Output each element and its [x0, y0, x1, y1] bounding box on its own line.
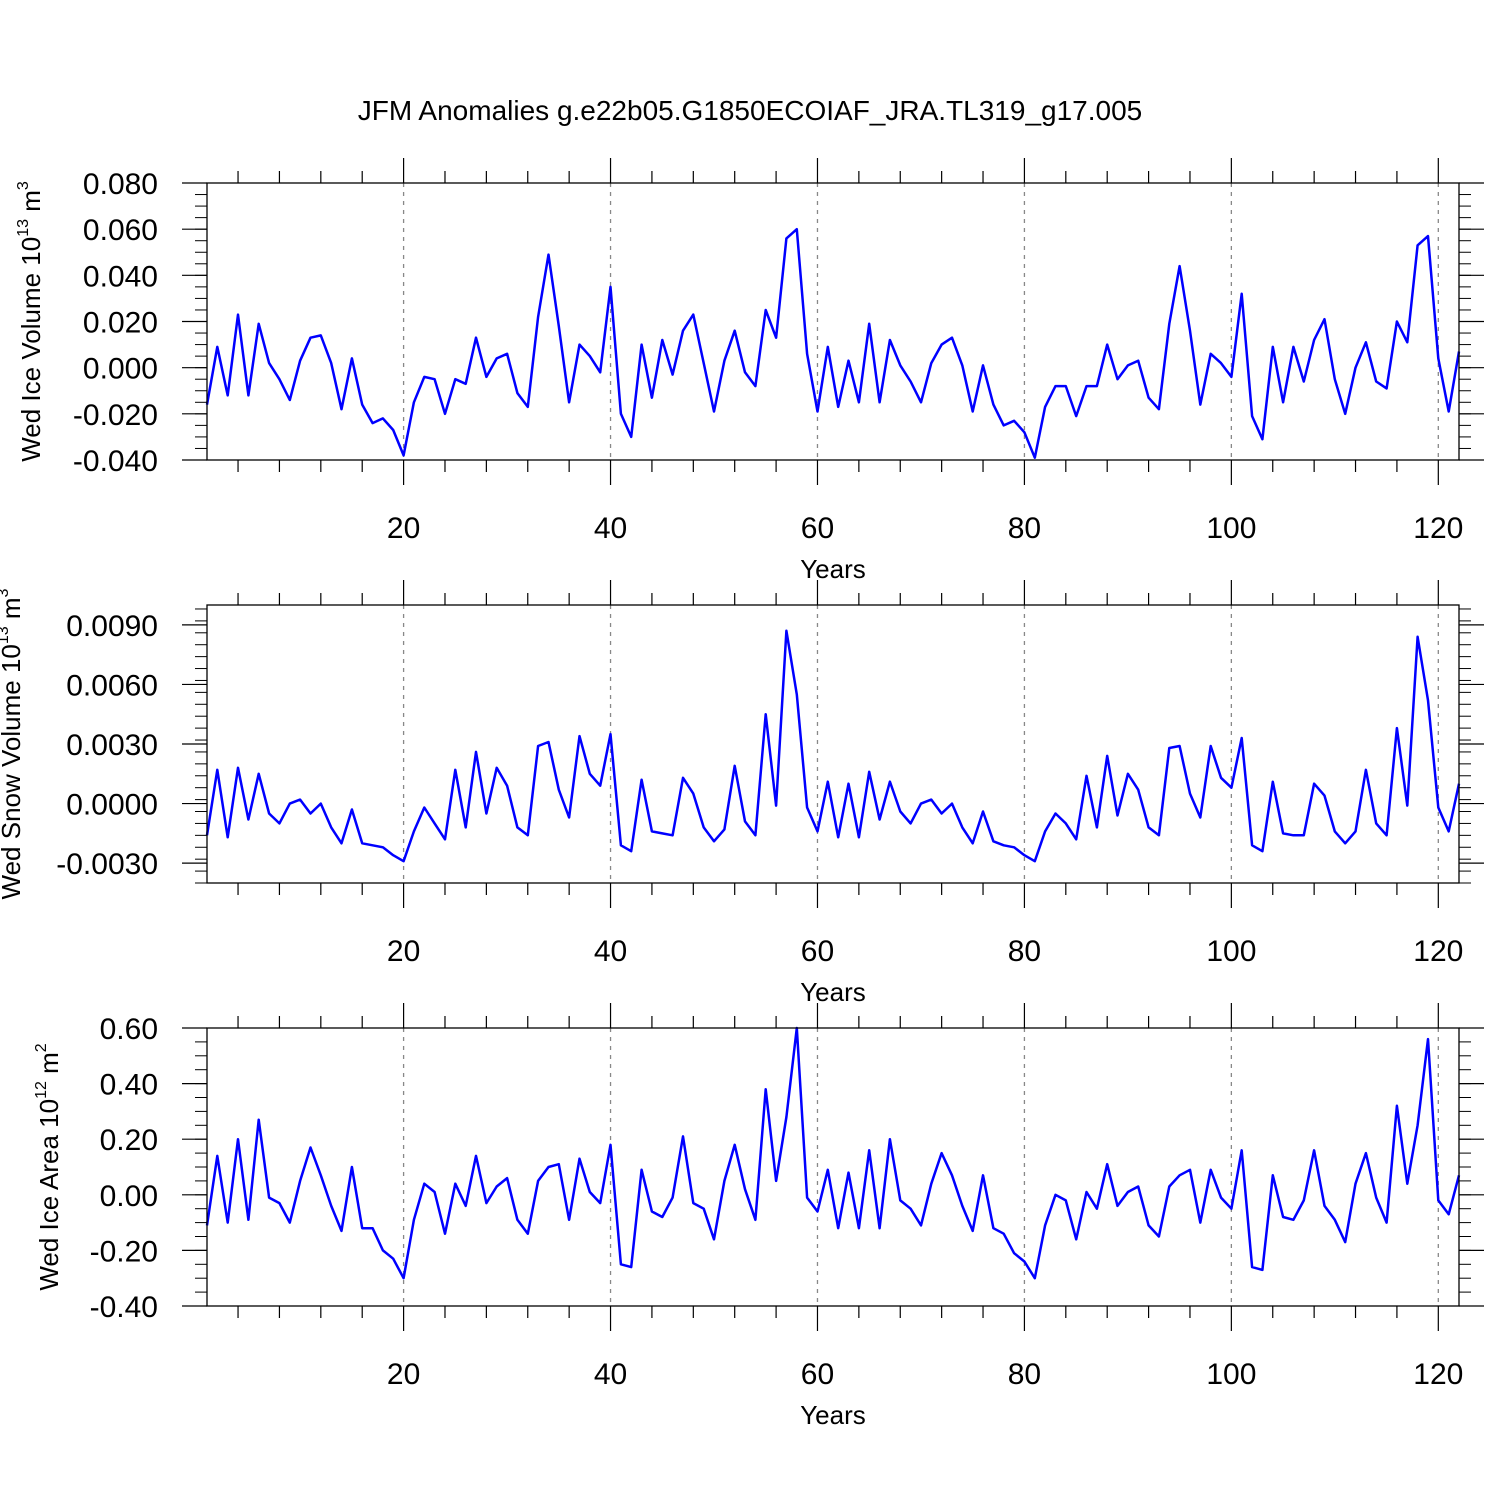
y-tick-label: 0.0000	[66, 789, 158, 822]
y-axis-label: Wed Snow Volume 1013 m3	[0, 588, 26, 899]
series-line	[205, 629, 1461, 863]
x-tick-label: 80	[1008, 1358, 1041, 1391]
x-axis-label: Years	[800, 1400, 866, 1430]
x-tick-label: 100	[1206, 935, 1256, 968]
x-tick-label: 60	[801, 935, 834, 968]
y-tick-label: 0.0030	[66, 729, 158, 762]
y-tick-label: 0.60	[100, 1013, 158, 1046]
y-tick-label: 0.020	[83, 307, 158, 340]
x-axis-label: Years	[800, 554, 866, 584]
x-tick-label: 20	[387, 512, 420, 545]
y-axis-label: Wed Ice Volume 1013 m3	[15, 181, 46, 462]
ice-area-panel: 20 40 60 80 100 120 -0.40 -0.20 0.00 0.20 0.40 0.60…	[33, 1003, 1484, 1430]
x-tick-label: 40	[594, 512, 627, 545]
x-tick-label: 20	[387, 935, 420, 968]
plot-frame	[206, 182, 1460, 461]
series-line	[205, 1026, 1461, 1280]
y-tick-label: 0.040	[83, 260, 158, 293]
y-tick-label: 0.0060	[66, 669, 158, 702]
y-tick-label: 0.080	[83, 168, 158, 201]
figure-title: JFM Anomalies g.e22b05.G1850ECOIAF_JRA.T…	[358, 95, 1142, 126]
x-axis-label: Years	[800, 977, 866, 1007]
y-tick-label: 0.060	[83, 214, 158, 247]
snow-volume-panel: 20 40 60 80 100 120 -0.0030 0.0000 0.0030 0.0060 0…	[0, 580, 1484, 1007]
y-tick-label: 0.40	[100, 1069, 158, 1102]
x-tick-label: 100	[1206, 1358, 1256, 1391]
x-tick-label: 80	[1008, 512, 1041, 545]
y-tick-label: 0.20	[100, 1124, 158, 1157]
x-tick-label: 100	[1206, 512, 1256, 545]
x-tick-label: 20	[387, 1358, 420, 1391]
y-tick-label: -0.020	[73, 399, 158, 432]
x-tick-label: 120	[1413, 512, 1463, 545]
x-tick-label: 120	[1413, 935, 1463, 968]
x-tick-label: 80	[1008, 935, 1041, 968]
y-tick-label: 0.000	[83, 353, 158, 386]
plot-frame	[206, 604, 1460, 884]
x-tick-label: 40	[594, 935, 627, 968]
x-tick-label: 120	[1413, 1358, 1463, 1391]
x-tick-label: 40	[594, 1358, 627, 1391]
y-tick-label: -0.40	[90, 1291, 158, 1324]
x-tick-label: 60	[801, 1358, 834, 1391]
x-tick-label: 60	[801, 512, 834, 545]
y-axis-label: Wed Ice Area 1012 m2	[33, 1043, 64, 1290]
series-line	[205, 227, 1461, 459]
y-tick-label: -0.040	[73, 445, 158, 478]
ice-volume-panel: 20 40 60 80 100 120 -0.040 -0.020 0.000 0.020 0.04…	[15, 158, 1484, 584]
y-tick-label: 0.0090	[66, 610, 158, 643]
y-tick-label: -0.0030	[56, 848, 158, 881]
y-tick-label: -0.20	[90, 1235, 158, 1268]
y-tick-label: 0.00	[100, 1180, 158, 1213]
